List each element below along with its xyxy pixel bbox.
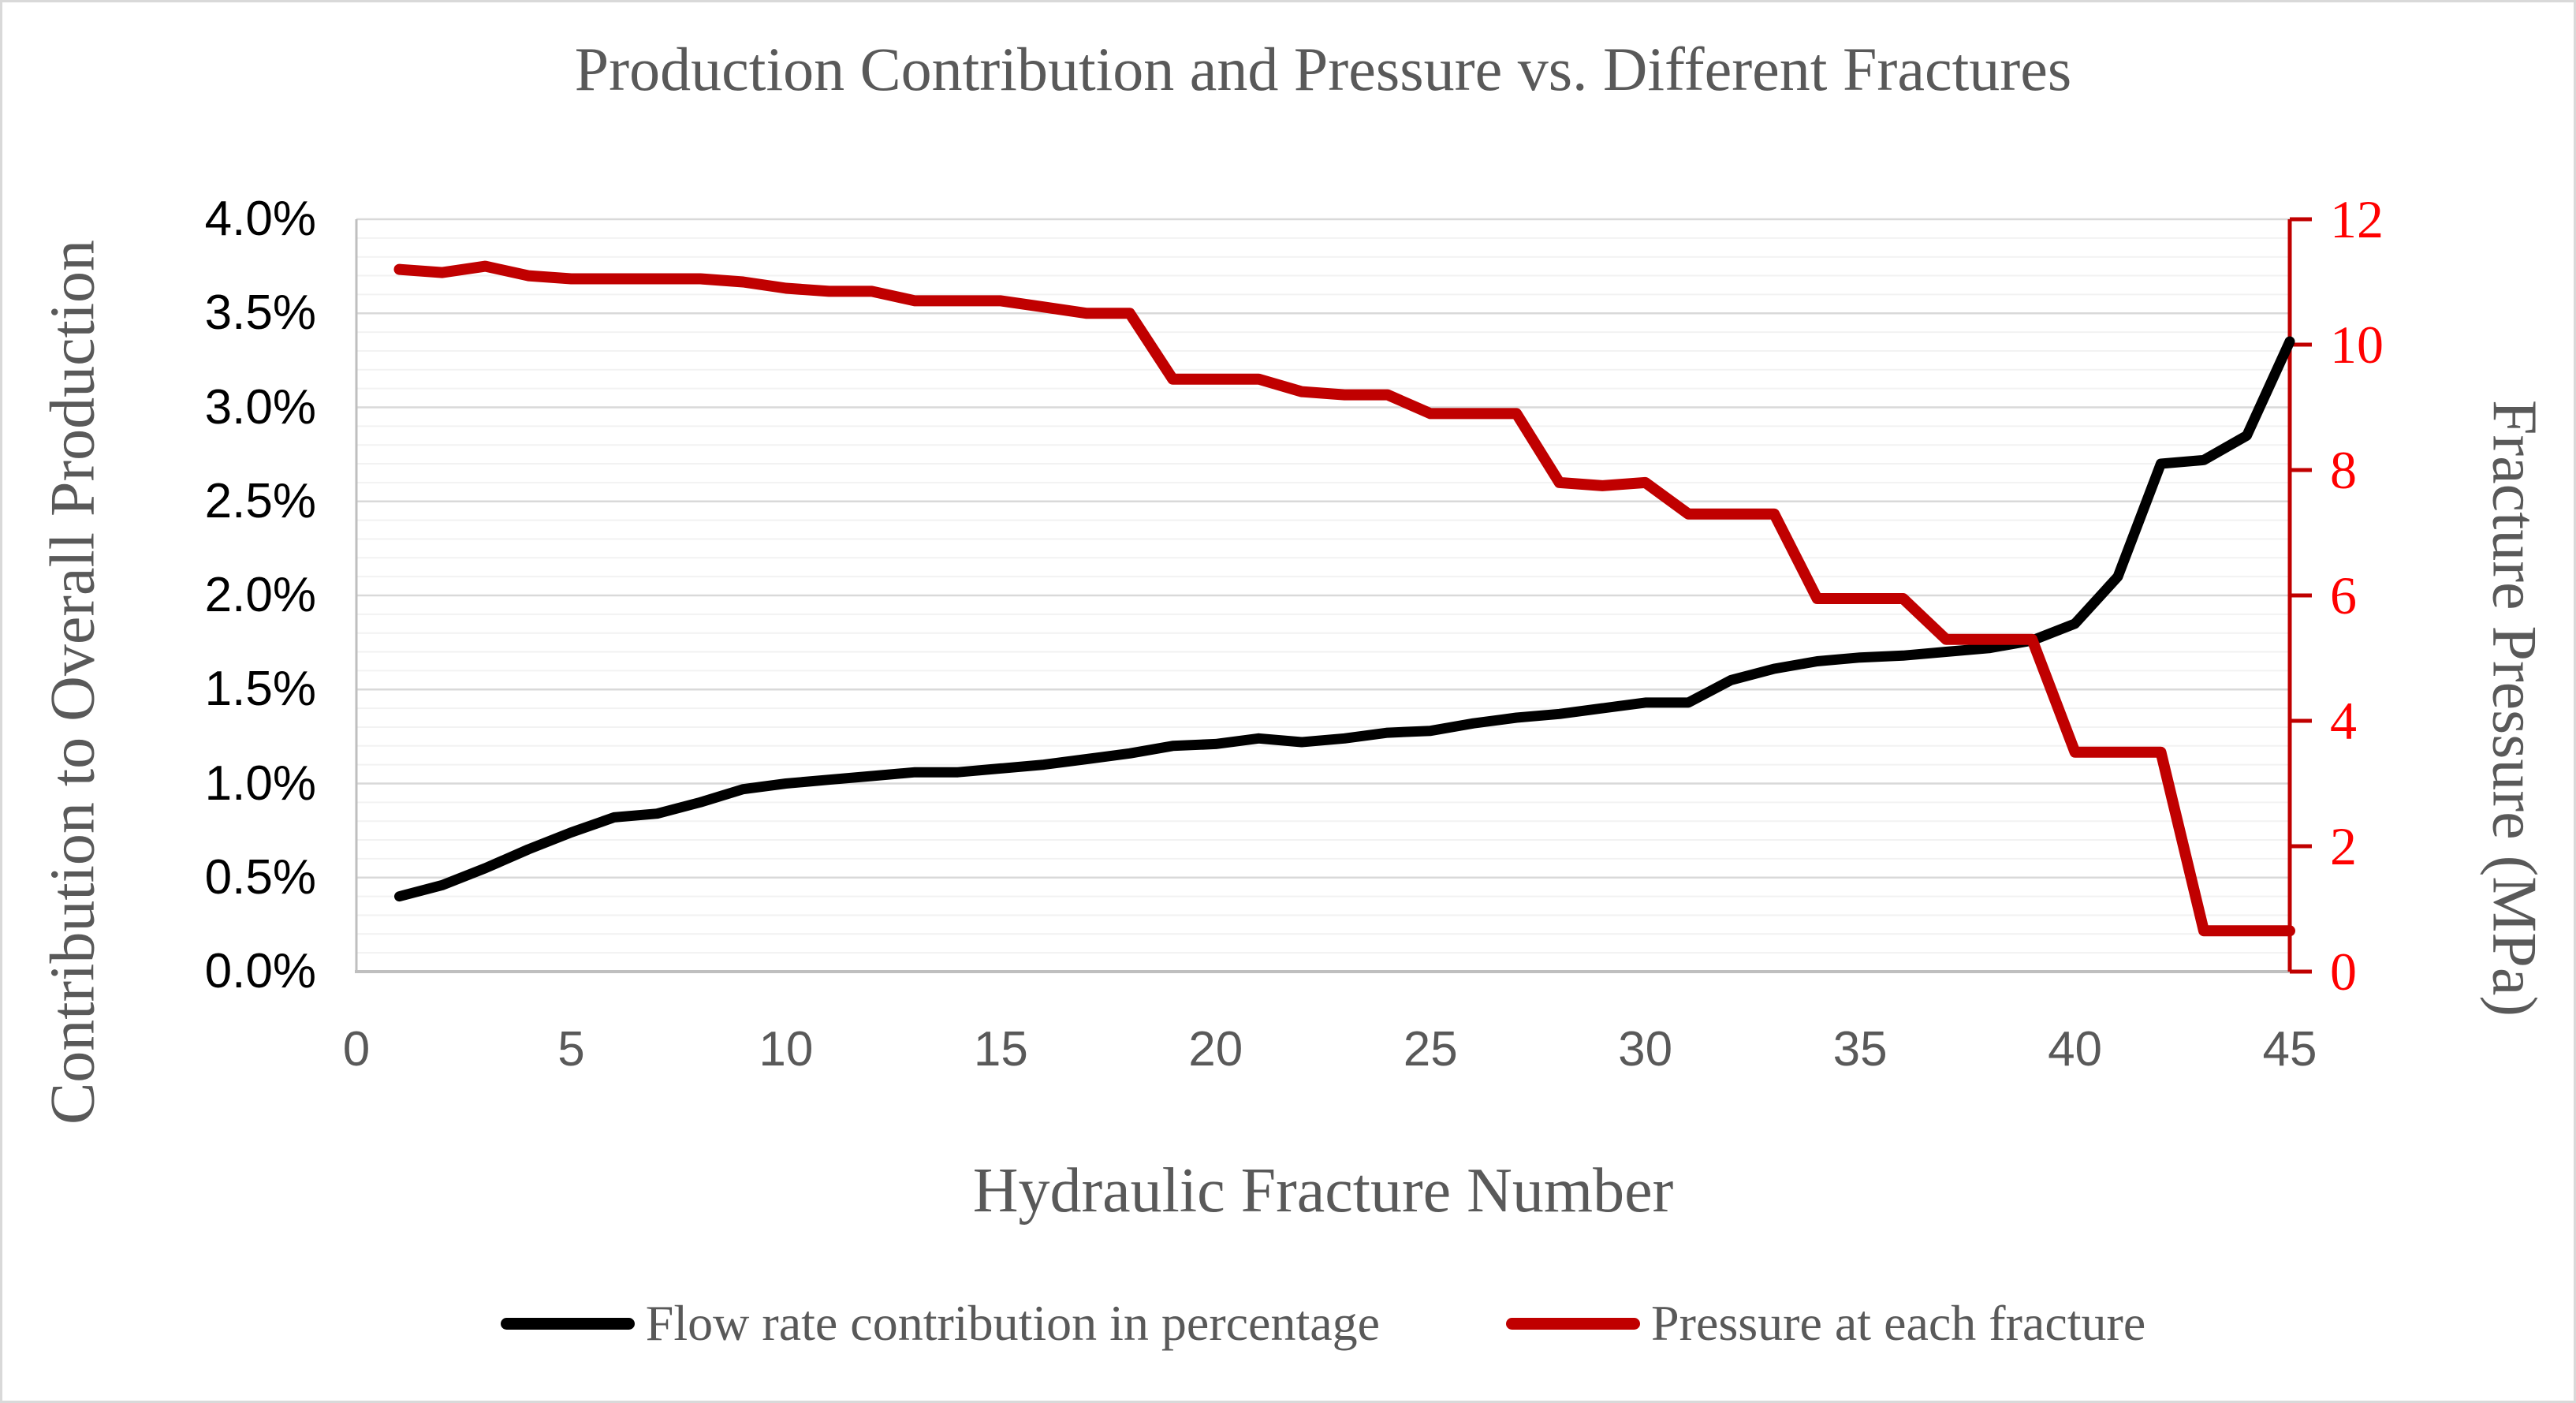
x-tick-label: 30 bbox=[1618, 1022, 1673, 1077]
y-right-tick-label: 10 bbox=[2330, 315, 2384, 375]
x-tick-label: 45 bbox=[2262, 1022, 2317, 1077]
legend-label-pressure: Pressure at each fracture bbox=[1651, 1295, 2146, 1351]
y-left-tick-label: 4.0% bbox=[204, 192, 316, 246]
chart-title: Production Contribution and Pressure vs.… bbox=[574, 35, 2072, 103]
y-left-tick-label: 0.0% bbox=[204, 944, 316, 998]
x-tick-label: 15 bbox=[973, 1022, 1028, 1077]
y-left-tick-label: 2.0% bbox=[204, 568, 316, 622]
x-tick-label: 20 bbox=[1188, 1022, 1243, 1077]
x-tick-label: 40 bbox=[2048, 1022, 2103, 1077]
x-tick-label: 10 bbox=[759, 1022, 814, 1077]
y-right-tick-label: 12 bbox=[2330, 189, 2384, 249]
legend-label-flow-rate: Flow rate contribution in percentage bbox=[645, 1295, 1381, 1351]
y-right-tick-label: 2 bbox=[2330, 816, 2357, 876]
x-tick-label: 5 bbox=[557, 1022, 585, 1077]
y-right-tick-label: 6 bbox=[2330, 565, 2357, 625]
x-tick-label: 25 bbox=[1403, 1022, 1458, 1077]
y-left-tick-label: 3.5% bbox=[204, 285, 316, 341]
legend-item-pressure: Pressure at each fracture bbox=[1506, 1294, 2145, 1353]
pressure-line-swatch bbox=[1506, 1317, 1641, 1330]
x-tick-label: 0 bbox=[342, 1022, 371, 1077]
y-left-tick-label: 2.5% bbox=[204, 473, 316, 528]
y-left-tick-label: 1.5% bbox=[204, 662, 316, 717]
y-left-tick-label: 3.0% bbox=[204, 379, 316, 435]
y-left-axis-title: Contribution to Overall Production bbox=[38, 239, 108, 1125]
flow-rate-line-swatch bbox=[500, 1317, 635, 1330]
y-right-tick-label: 8 bbox=[2330, 440, 2357, 500]
x-tick-label: 35 bbox=[1832, 1022, 1888, 1077]
x-axis-title: Hydraulic Fracture Number bbox=[972, 1156, 1674, 1226]
legend-item-flow-rate: Flow rate contribution in percentage bbox=[500, 1294, 1381, 1353]
y-left-tick-label: 1.0% bbox=[204, 756, 316, 811]
y-left-tick-label: 0.5% bbox=[204, 849, 316, 905]
y-right-tick-label: 0 bbox=[2330, 942, 2357, 1002]
y-right-tick-label: 4 bbox=[2330, 691, 2357, 751]
legend: Flow rate contribution in percentage Pre… bbox=[356, 1294, 2290, 1353]
y-right-axis-title: Fracture Pressure (MPa) bbox=[2479, 400, 2549, 1017]
